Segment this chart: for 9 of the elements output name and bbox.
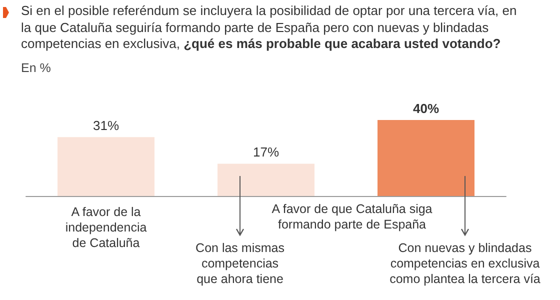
data-label: 17% <box>252 144 280 160</box>
data-label: 40% <box>412 101 440 116</box>
chart-title: Si en el posible referéndum se incluyera la posibilidad de optar por una tercera vía, en la que Cataluña seguiría formando parte de España pero con nuevas y blindadas competencias en exclusiva, ¿qué es más probable que acabara usted votando? <box>21 3 517 51</box>
chart-subtitle: En % <box>21 61 51 75</box>
x-tick-label: A favor de la independencia de Cataluña <box>65 204 147 250</box>
text: A favor de que Cataluña siga formando parte de España <box>272 202 432 232</box>
data-label: 31% <box>92 118 120 134</box>
x-tick-label: Con las mismas competencias que ahora tiene <box>196 240 284 286</box>
x-tick-label: Con nuevas y blindadas competencias en exclusiva como plantea la tercera vía <box>390 240 540 286</box>
